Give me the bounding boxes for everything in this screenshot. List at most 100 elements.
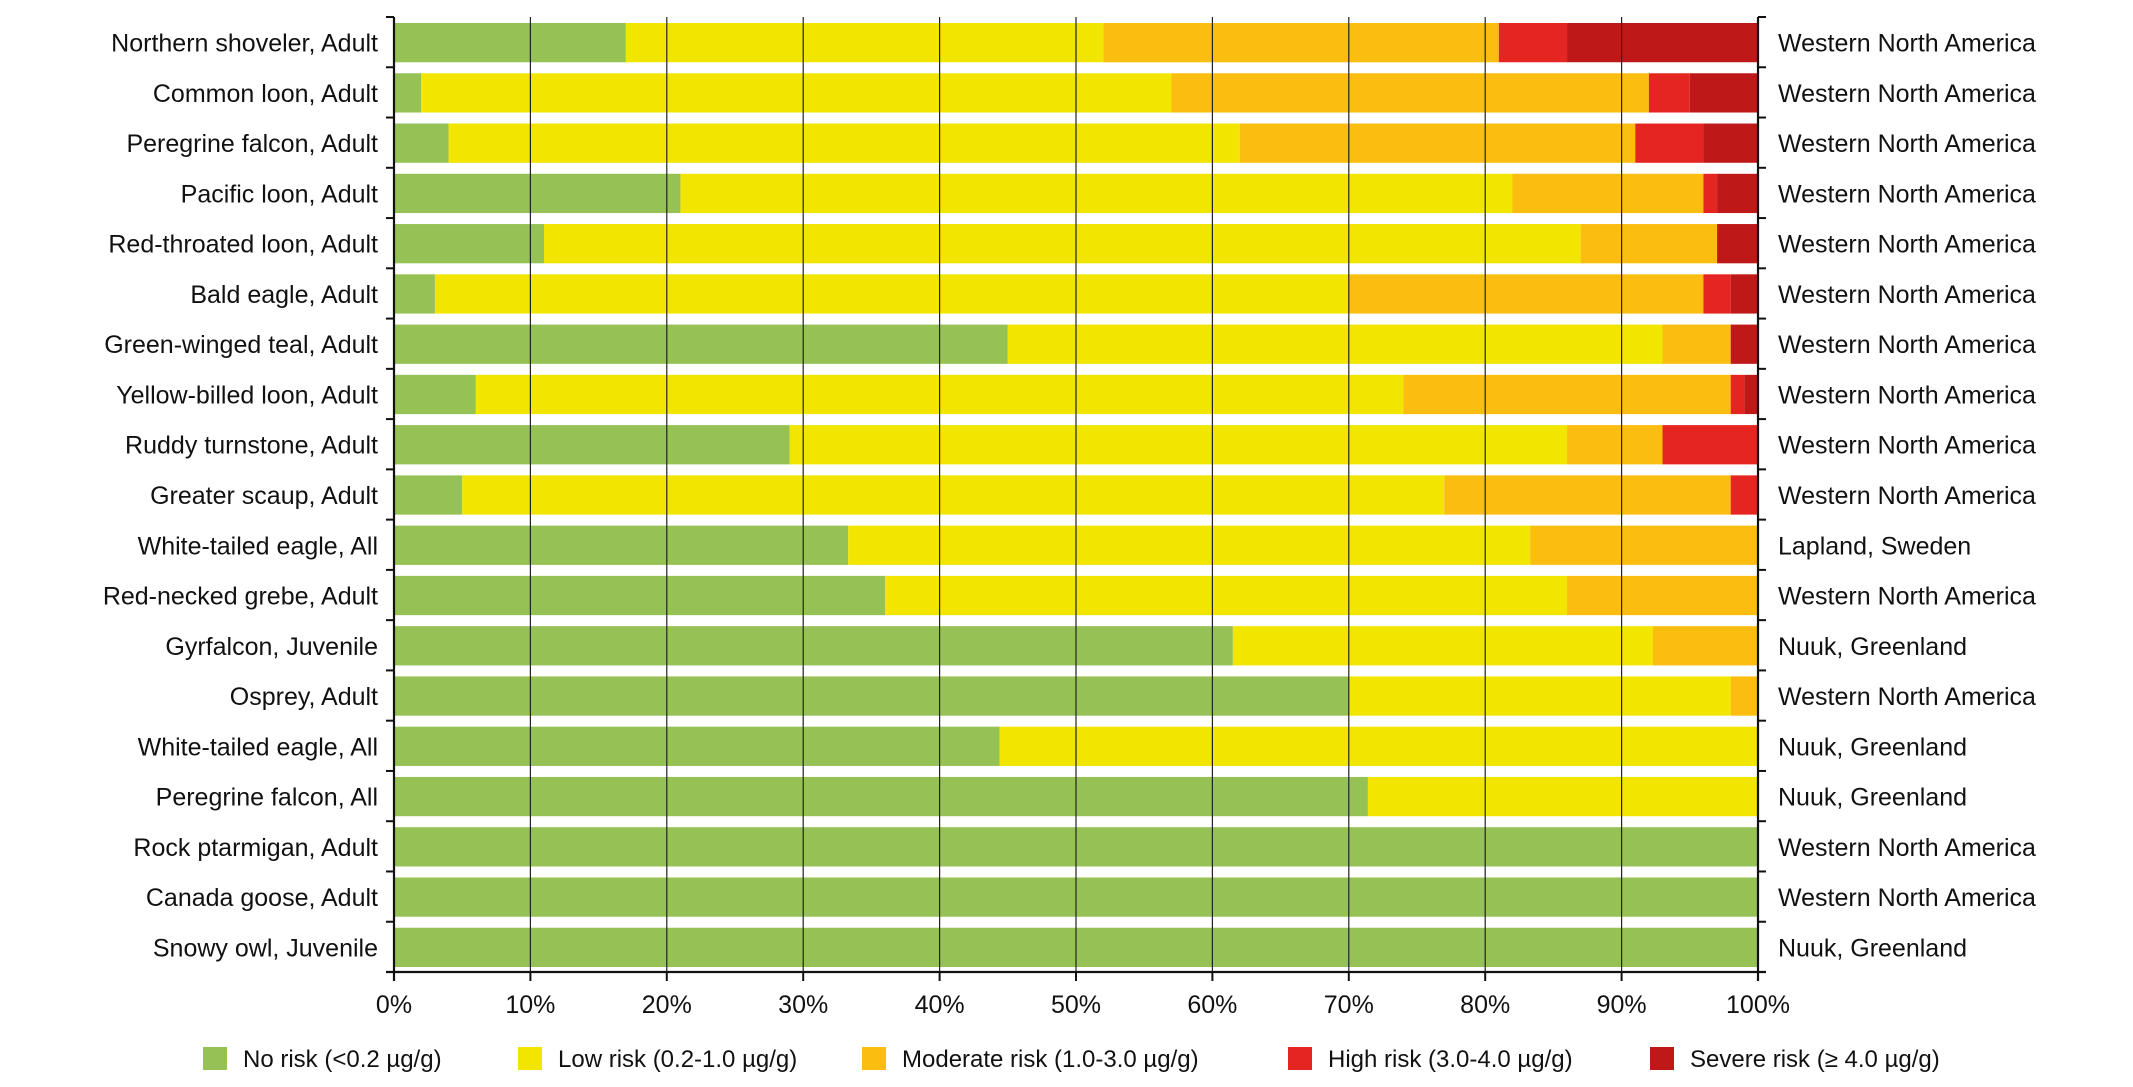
category-label: White-tailed eagle, All bbox=[138, 532, 378, 560]
region-label: Western North America bbox=[1778, 884, 2036, 912]
category-label: Greater scaup, Adult bbox=[150, 482, 378, 510]
region-label: Western North America bbox=[1778, 331, 2036, 359]
bar-segment-4 bbox=[1635, 123, 1704, 163]
legend-swatch bbox=[518, 1047, 542, 1070]
bar-segment-2 bbox=[848, 525, 1531, 565]
region-label: Western North America bbox=[1778, 381, 2036, 409]
bar-segment-2 bbox=[544, 224, 1581, 264]
bar-segment-1 bbox=[394, 676, 1349, 716]
bar-segment-1 bbox=[394, 575, 886, 616]
bar-segment-2 bbox=[448, 123, 1240, 163]
bar-segment-3 bbox=[1171, 73, 1649, 113]
bar-segment-2 bbox=[462, 475, 1445, 515]
bar-segment-4 bbox=[1730, 374, 1745, 415]
bar-segment-5 bbox=[1567, 23, 1758, 63]
legend-swatch bbox=[862, 1047, 886, 1070]
x-tick-labels: 0% 10% 20% 30% 40% 50% 60% 70% 80% 90% 100% bbox=[376, 991, 1790, 1019]
x-tick-label: 80% bbox=[1460, 991, 1510, 1019]
bar-segment-5 bbox=[1744, 374, 1758, 415]
bar-segment-4 bbox=[1662, 425, 1758, 465]
bar-segment-3 bbox=[1444, 475, 1731, 515]
bar-segment-3 bbox=[1567, 425, 1663, 465]
legend-label: Low risk (0.2-1.0 µg/g) bbox=[558, 1046, 797, 1073]
bar-row bbox=[394, 23, 1758, 63]
bar-segment-3 bbox=[1580, 224, 1718, 264]
x-tick-label: 90% bbox=[1597, 991, 1647, 1019]
bar-segment-3 bbox=[1512, 173, 1704, 214]
category-label: Peregrine falcon, Adult bbox=[126, 130, 378, 158]
bar-segment-3 bbox=[1662, 324, 1731, 364]
bar-segment-3 bbox=[1730, 676, 1758, 716]
bar-row bbox=[394, 173, 1758, 214]
bar-segment-4 bbox=[1648, 73, 1690, 113]
legend-label: Severe risk (≥ 4.0 µg/g) bbox=[1690, 1046, 1940, 1073]
region-label: Western North America bbox=[1778, 30, 2036, 58]
bar-row bbox=[394, 324, 1758, 364]
bar-segment-3 bbox=[1567, 575, 1758, 616]
legend-swatch bbox=[1650, 1047, 1674, 1070]
bar-segment-4 bbox=[1703, 173, 1718, 214]
bar-segment-3 bbox=[1652, 626, 1758, 666]
category-label: Rock ptarmigan, Adult bbox=[133, 834, 378, 862]
bar-row bbox=[394, 224, 1758, 264]
bar-segment-1 bbox=[394, 425, 790, 465]
bar-segment-1 bbox=[394, 525, 849, 565]
region-label: Nuuk, Greenland bbox=[1778, 934, 1967, 962]
bar-segment-3 bbox=[1403, 374, 1731, 415]
category-label: Gyrfalcon, Juvenile bbox=[165, 633, 378, 661]
legend-label: No risk (<0.2 µg/g) bbox=[243, 1046, 442, 1073]
legend-swatch bbox=[1288, 1047, 1312, 1070]
bar-segment-2 bbox=[1007, 324, 1663, 364]
region-label: Western North America bbox=[1778, 583, 2036, 611]
region-label: Western North America bbox=[1778, 180, 2036, 208]
x-tick-label: 50% bbox=[1051, 991, 1101, 1019]
bar-row bbox=[394, 73, 1758, 113]
region-label: Western North America bbox=[1778, 683, 2036, 711]
bar-segment-2 bbox=[999, 726, 1758, 766]
bar-segment-1 bbox=[394, 626, 1233, 666]
category-labels: Northern shoveler, Adult Common loon, Adu… bbox=[103, 30, 378, 963]
region-label: Nuuk, Greenland bbox=[1778, 733, 1967, 761]
category-label: Peregrine falcon, All bbox=[156, 784, 378, 812]
category-label: Bald eagle, Adult bbox=[190, 281, 378, 309]
bar-segment-1 bbox=[394, 776, 1368, 817]
region-label: Nuuk, Greenland bbox=[1778, 784, 1967, 812]
bar-row bbox=[394, 726, 1758, 766]
x-tick-label: 20% bbox=[642, 991, 692, 1019]
bar-segment-1 bbox=[394, 324, 1008, 364]
category-label: Yellow-billed loon, Adult bbox=[116, 381, 378, 409]
bar-segment-1 bbox=[394, 23, 626, 63]
region-label: Nuuk, Greenland bbox=[1778, 633, 1967, 661]
category-label: Snowy owl, Juvenile bbox=[153, 934, 378, 962]
region-label: Western North America bbox=[1778, 231, 2036, 259]
x-tick-label: 30% bbox=[778, 991, 828, 1019]
bar-segment-3 bbox=[1530, 525, 1758, 565]
region-label: Western North America bbox=[1778, 130, 2036, 158]
bar-segment-4 bbox=[1703, 274, 1731, 314]
bar-row bbox=[394, 525, 1758, 565]
region-label: Western North America bbox=[1778, 834, 2036, 862]
legend-item: Severe risk (≥ 4.0 µg/g) bbox=[1650, 1046, 1940, 1073]
bar-segment-2 bbox=[680, 173, 1513, 214]
x-tick-label: 60% bbox=[1187, 991, 1237, 1019]
region-label: Western North America bbox=[1778, 482, 2036, 510]
bar-segment-1 bbox=[394, 274, 435, 314]
category-label: White-tailed eagle, All bbox=[138, 733, 378, 761]
x-tick-label: 70% bbox=[1324, 991, 1374, 1019]
bar-segment-2 bbox=[1232, 626, 1653, 666]
bar-segment-2 bbox=[789, 425, 1568, 465]
category-label: Osprey, Adult bbox=[230, 683, 378, 711]
legend-item: Moderate risk (1.0-3.0 µg/g) bbox=[862, 1046, 1199, 1073]
bar-row bbox=[394, 274, 1758, 314]
legend-swatch bbox=[203, 1047, 227, 1070]
bar-row bbox=[394, 676, 1758, 716]
bar-segment-5 bbox=[1689, 73, 1758, 113]
bar-segment-1 bbox=[394, 224, 545, 264]
region-label: Western North America bbox=[1778, 432, 2036, 460]
category-label: Ruddy turnstone, Adult bbox=[125, 432, 378, 460]
bar-segment-2 bbox=[1348, 676, 1731, 716]
legend: No risk (<0.2 µg/g) Low risk (0.2-1.0 µg/… bbox=[203, 1046, 1940, 1073]
category-label: Pacific loon, Adult bbox=[181, 180, 378, 208]
x-tick-label: 10% bbox=[505, 991, 555, 1019]
